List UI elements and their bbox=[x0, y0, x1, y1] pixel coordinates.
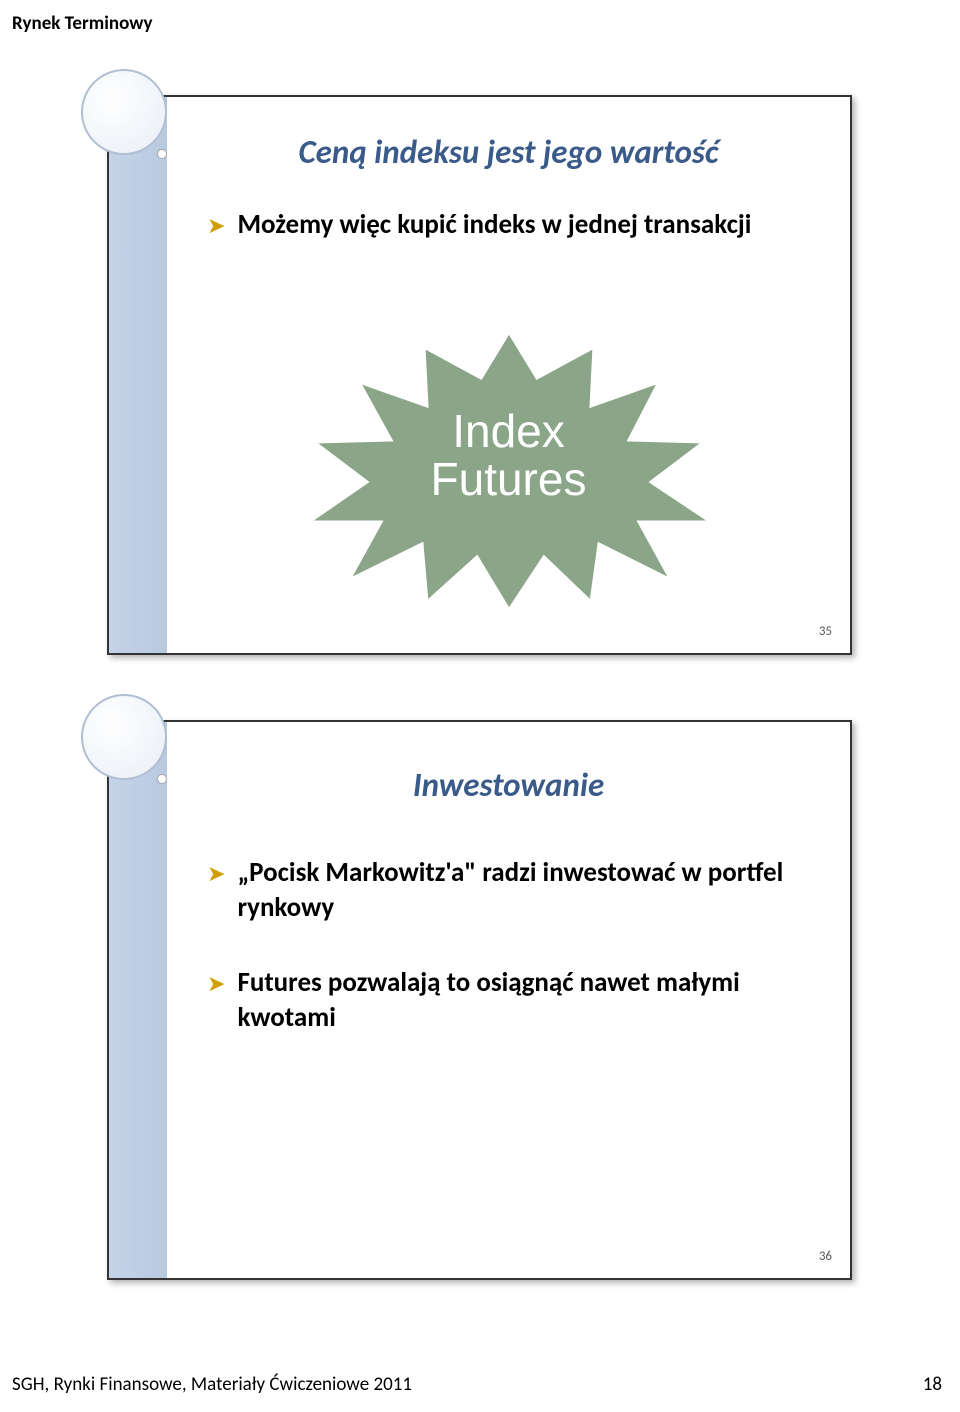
slide-number: 36 bbox=[819, 1249, 832, 1264]
sidebar-circle-icon bbox=[81, 69, 167, 155]
slide-number: 35 bbox=[819, 624, 832, 639]
bullet-item: ➤ Możemy więc kupić indeks w jednej tran… bbox=[207, 207, 810, 242]
slide-sidebar bbox=[109, 722, 167, 1278]
starburst-text: Index Futures bbox=[299, 407, 719, 504]
chevron-right-icon: ➤ bbox=[207, 860, 225, 887]
sidebar-dot-icon bbox=[157, 149, 167, 159]
page-header: Rynek Terminowy bbox=[12, 12, 153, 35]
sidebar-circle-icon bbox=[81, 694, 167, 780]
slide-title: Inwestowanie bbox=[207, 765, 810, 805]
slide-1: Ceną indeksu jest jego wartość ➤ Możemy … bbox=[107, 95, 852, 655]
page-footer-left: SGH, Rynki Finansowe, Materiały Ćwiczeni… bbox=[12, 1373, 412, 1396]
starburst-shape: Index Futures bbox=[299, 322, 719, 612]
star-line-1: Index bbox=[299, 407, 719, 455]
slide-title: Ceną indeksu jest jego wartość bbox=[207, 132, 810, 172]
bullet-item: ➤ Futures pozwalają to osiągnąć nawet ma… bbox=[207, 965, 810, 1035]
bullet-item: ➤ „Pocisk Markowitz'a" radzi inwestować … bbox=[207, 855, 810, 925]
chevron-right-icon: ➤ bbox=[207, 212, 225, 239]
slide-2: Inwestowanie ➤ „Pocisk Markowitz'a" radz… bbox=[107, 720, 852, 1280]
slide-content: Inwestowanie ➤ „Pocisk Markowitz'a" radz… bbox=[167, 722, 850, 1278]
chevron-right-icon: ➤ bbox=[207, 970, 225, 997]
sidebar-dot-icon bbox=[157, 774, 167, 784]
page-footer-right: 18 bbox=[923, 1373, 942, 1396]
bullet-text: Futures pozwalają to osiągnąć nawet mały… bbox=[237, 965, 810, 1035]
slide-sidebar bbox=[109, 97, 167, 653]
bullet-text: Możemy więc kupić indeks w jednej transa… bbox=[237, 207, 751, 242]
bullet-text: „Pocisk Markowitz'a" radzi inwestować w … bbox=[237, 855, 810, 925]
star-line-2: Futures bbox=[299, 455, 719, 503]
slide-content: Ceną indeksu jest jego wartość ➤ Możemy … bbox=[167, 97, 850, 653]
